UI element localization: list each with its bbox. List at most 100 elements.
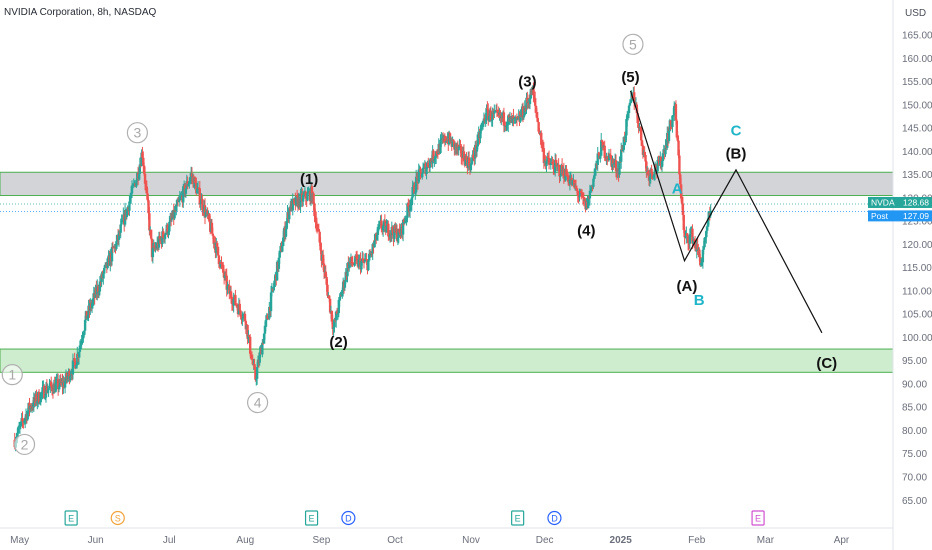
currency-label[interactable]: USD [905,8,927,19]
candle-body [240,316,243,320]
candle-body [217,255,221,265]
event-dividend-icon[interactable] [547,510,562,526]
candle-body [195,188,199,194]
candle-body [494,110,497,112]
candle-body [117,231,121,240]
y-tick-label: 165.00 [902,31,932,42]
candle-body [409,205,413,207]
candle-body [553,160,557,173]
candle-body [86,315,89,320]
candle-body [326,284,329,296]
candle-body [149,229,153,239]
candle-body [388,233,392,238]
candle-body [281,246,284,252]
candle-body [203,205,207,217]
candle-body [641,145,645,155]
event-dividend-icon[interactable] [341,510,356,526]
candle-body [422,165,426,168]
candle-body [235,305,239,308]
wave-label-c: (C) [816,355,837,372]
y-tick-label: 105.00 [902,310,932,321]
candle-body [344,271,347,282]
candle-body [328,295,331,299]
candle-body [278,250,281,258]
candle-body [516,118,519,120]
candle-body [554,160,558,163]
candle-body [596,153,599,165]
x-tick-label: Dec [536,535,554,546]
candle-body [479,130,482,139]
candle-body [338,296,341,300]
candle-body [348,261,352,263]
event-split-icon[interactable] [110,510,125,526]
candle-body [521,106,525,118]
candle-body [369,253,373,256]
candle-body [304,191,307,199]
candle-body [346,263,349,277]
candle-body [559,175,562,177]
candle-body [267,318,270,320]
candle-body [443,135,447,143]
candle-body [672,115,675,117]
price-lines-layer [0,203,893,212]
candle-body [573,179,576,188]
candle-body [225,275,228,290]
candle-body [490,120,493,122]
candle-body [413,184,416,194]
candle-body [703,237,706,248]
candle-body [402,219,406,223]
wave-circle-label-2: 2 [21,436,29,452]
candle-body [348,261,351,269]
candle-body [636,113,639,124]
candle-body [709,210,712,216]
candle-body [55,380,58,384]
candle-body [506,124,509,126]
candle-body [90,303,94,308]
y-axis: 65.00 70.00 75.00 80.00 85.00 90.00 95.00 100.0… [902,31,932,507]
candle-body [640,140,644,146]
candle-body [175,204,178,211]
candle-body [656,159,659,172]
candle-body [190,173,194,177]
candle-body [397,228,400,238]
candle-body [206,210,209,216]
event-earnings-upcoming-letter: E [755,514,761,524]
wave-projection-line[interactable] [629,90,823,334]
y-tick-label: 135.00 [902,170,932,181]
y-tick-label: 115.00 [902,263,932,274]
candle-body [421,173,424,178]
candle-body [398,228,401,233]
wave-circle-label-5: 5 [629,36,637,52]
candle-body [707,212,711,219]
candle-body [633,92,636,104]
candle-body [187,183,190,187]
event-split-letter: S [115,514,121,524]
candle-body [439,139,442,153]
candle-body [676,137,679,141]
candle-body [547,156,550,158]
candle-body [219,261,222,267]
candle-body [513,117,517,119]
wave-label-3: (3) [518,74,536,91]
candle-body [336,313,340,315]
candle-body [57,386,61,390]
candle-body [258,352,261,363]
candle-body [238,303,241,311]
candle-body [565,168,568,176]
event-earnings-upcoming-icon[interactable] [751,510,765,526]
candle-body [679,184,683,199]
event-earnings-icon[interactable] [64,510,78,526]
candle-body [365,259,368,261]
x-tick-label: 2025 [610,535,633,546]
candle-body [464,155,467,166]
candle-body [306,192,309,201]
candle-body [645,161,648,172]
event-earnings-icon[interactable] [511,510,525,526]
candle-body [47,388,50,391]
candle-body [552,164,555,170]
candle-body [493,111,496,114]
candle-body [246,325,249,339]
event-earnings-icon[interactable] [304,510,319,526]
candle-body [232,299,235,306]
